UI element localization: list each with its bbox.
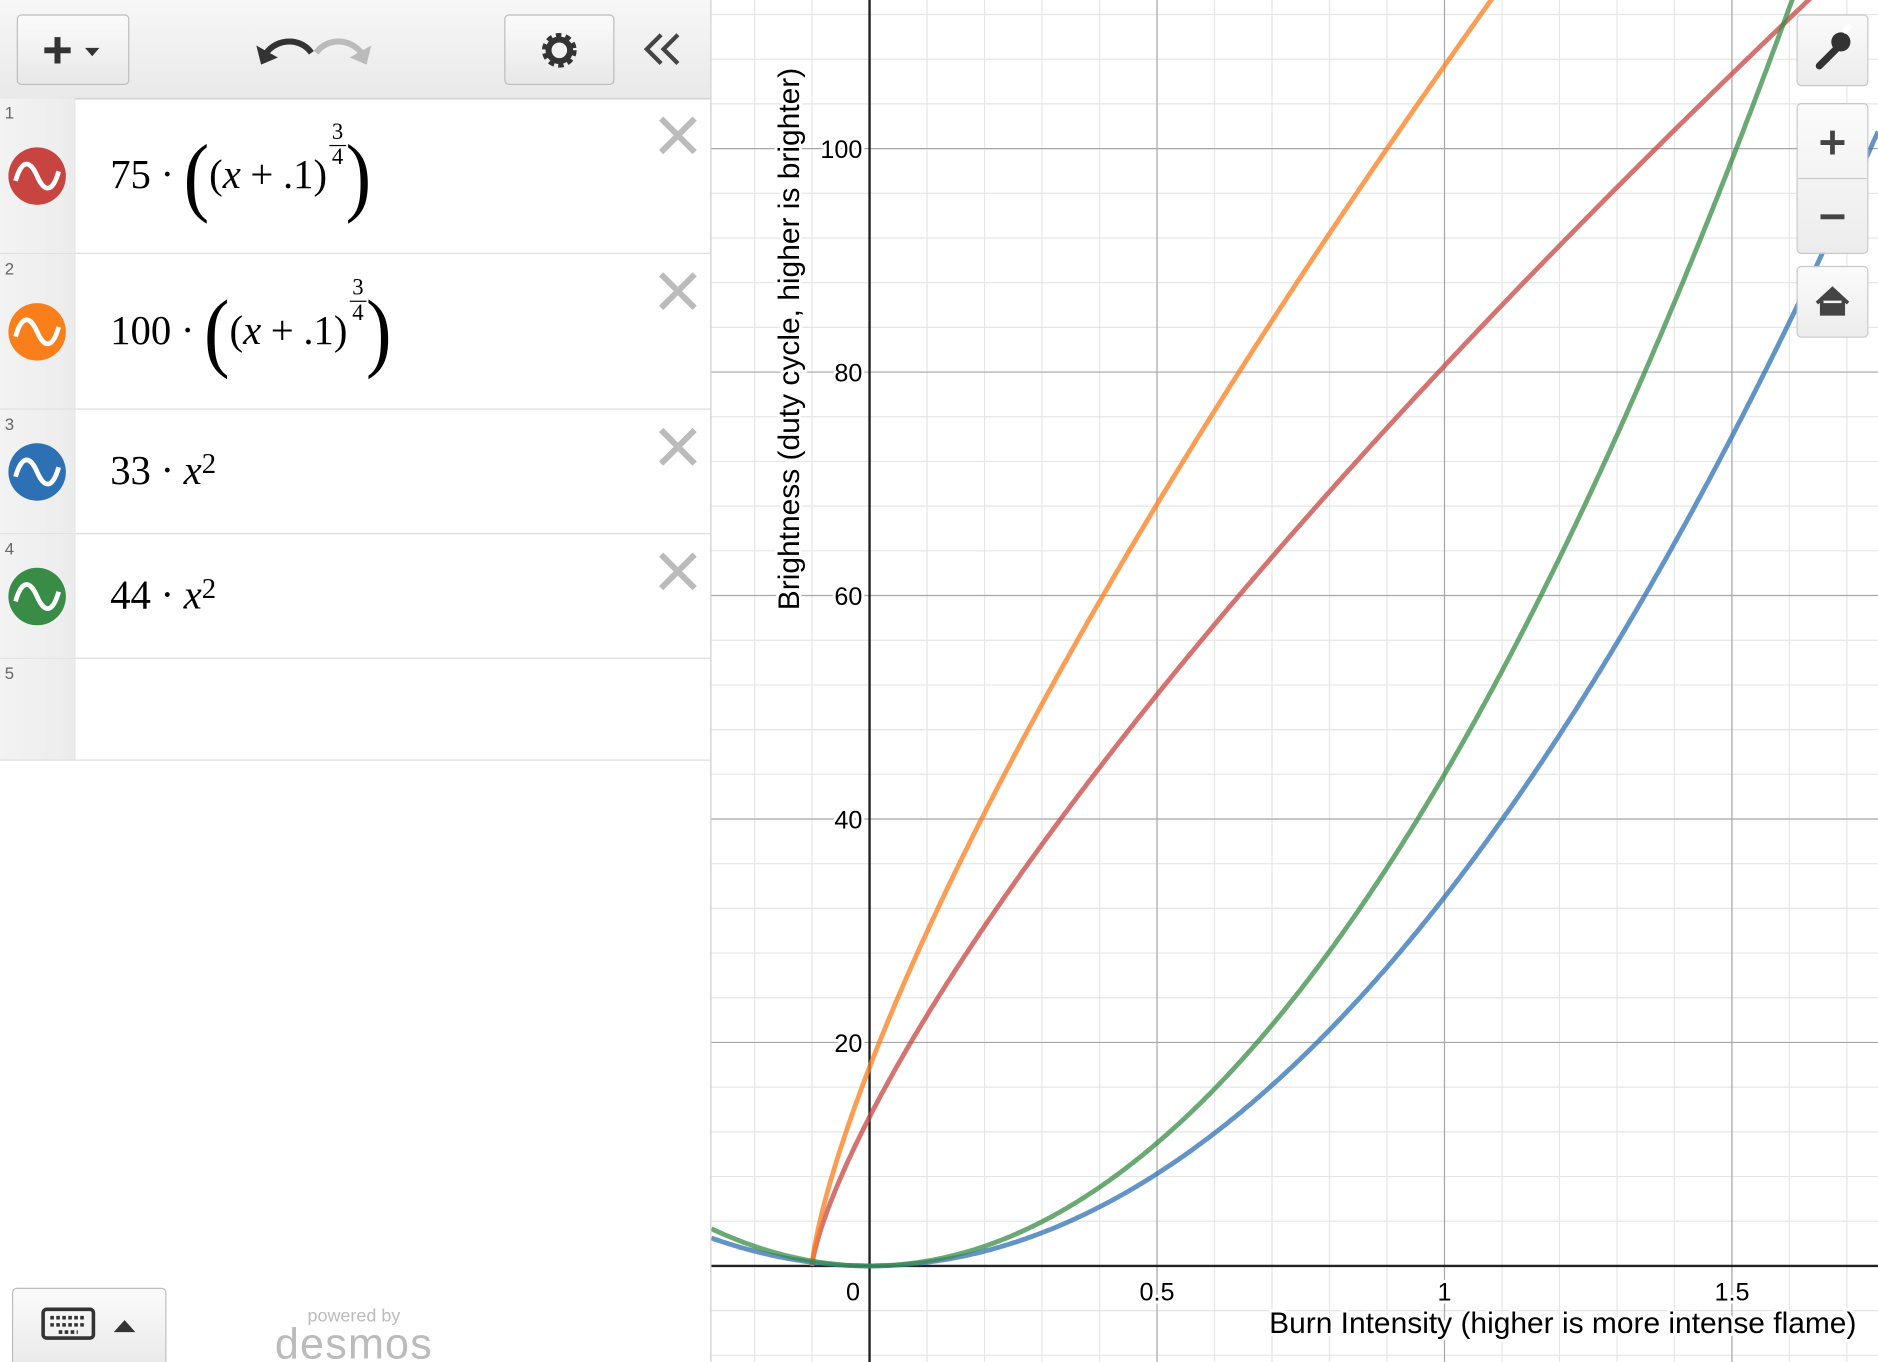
paren: ) bbox=[313, 153, 328, 198]
numerator: 3 bbox=[349, 276, 366, 302]
numerator: 3 bbox=[329, 120, 346, 146]
icon-wave bbox=[13, 582, 61, 611]
delete-icon bbox=[659, 116, 697, 155]
y-tick-label: 20 bbox=[834, 1030, 862, 1058]
delete-button[interactable] bbox=[658, 426, 699, 467]
y-tick-label: 40 bbox=[834, 807, 862, 835]
gear-icon bbox=[541, 32, 577, 68]
icon-wave bbox=[13, 317, 61, 347]
paren: ( bbox=[209, 153, 223, 198]
wrench-icon bbox=[1815, 23, 1853, 70]
coefficient: 75 bbox=[110, 153, 151, 198]
variable: x bbox=[222, 153, 241, 198]
expression: 33 · x 2 bbox=[110, 410, 216, 535]
denominator: 4 bbox=[352, 300, 364, 326]
home-icon bbox=[1815, 286, 1850, 316]
curve bbox=[711, 0, 1795, 1269]
background bbox=[711, 0, 1878, 1362]
icon-wave bbox=[13, 161, 61, 191]
delete-icon bbox=[659, 427, 697, 466]
y-tick-label: 60 bbox=[834, 583, 862, 611]
expression-row: 4 44 · x 2 bbox=[0, 534, 711, 659]
y-tick-label: 100 bbox=[820, 136, 862, 164]
toolbar bbox=[0, 0, 711, 100]
add-icon bbox=[44, 37, 100, 64]
curve bbox=[809, 0, 1495, 1267]
variable: x bbox=[183, 573, 202, 619]
zoom-icons[interactable] bbox=[1797, 104, 1868, 253]
settings-button[interactable] bbox=[504, 14, 615, 86]
times: · bbox=[180, 309, 195, 354]
big-paren: ( bbox=[204, 282, 230, 381]
zoom-controls bbox=[1796, 103, 1869, 254]
home-button[interactable] bbox=[1796, 265, 1869, 338]
row-number: 2 bbox=[4, 258, 15, 278]
curve bbox=[809, 0, 1813, 1267]
y-axis-label: Brightness (duty cycle, higher is bright… bbox=[773, 68, 806, 610]
x-tick-label: 1.5 bbox=[1714, 1279, 1749, 1307]
keyboard-icon bbox=[41, 1307, 136, 1340]
x-tick-label: 0.5 bbox=[1140, 1279, 1175, 1307]
exponent: 2 bbox=[201, 573, 217, 605]
big-paren: ) bbox=[345, 126, 372, 225]
plus: + bbox=[250, 153, 274, 198]
x-tick-label: 0 bbox=[846, 1279, 860, 1307]
coefficient: 44 bbox=[110, 573, 151, 619]
times: · bbox=[160, 573, 175, 619]
undo-redo[interactable] bbox=[254, 29, 374, 72]
powered-by: powered by bbox=[307, 1305, 401, 1327]
color-icon[interactable] bbox=[6, 145, 68, 207]
row-number: 4 bbox=[4, 539, 15, 559]
expression-row: 2 100 ·((x + .1) 3 4) bbox=[0, 253, 711, 410]
delete-button[interactable] bbox=[658, 115, 699, 156]
times: · bbox=[160, 449, 175, 494]
row-number: 5 bbox=[4, 663, 15, 683]
coefficient: 100 bbox=[110, 309, 172, 354]
color-icon[interactable] bbox=[6, 301, 68, 363]
times: · bbox=[160, 153, 175, 198]
shift: .1 bbox=[303, 309, 334, 354]
delete-button[interactable] bbox=[658, 271, 699, 312]
expression-panel: 1 75 ·((x + .1) 3 4) 2 100 ·((x + .1) 3 4) 3 33 · x 2 4 44 · x… bbox=[0, 0, 712, 1362]
plus: + bbox=[270, 309, 294, 354]
collapse-button[interactable] bbox=[642, 31, 683, 67]
gutter bbox=[0, 658, 76, 760]
expression: 44 · x 2 bbox=[110, 534, 216, 659]
add-button[interactable] bbox=[16, 14, 130, 86]
graph-paper: 0 0.5 1 1.5 20 40 60 80 100 Brightness (duty cycl… bbox=[711, 0, 1878, 1362]
logo: desmos bbox=[274, 1318, 434, 1362]
branding: powered by desmos bbox=[273, 1306, 435, 1362]
delete-icon bbox=[659, 272, 697, 310]
delete-button[interactable] bbox=[658, 551, 699, 592]
paren: ) bbox=[333, 309, 348, 354]
delete-icon bbox=[659, 552, 697, 591]
x-axis-label: Burn Intensity (higher is more intense f… bbox=[1269, 1307, 1856, 1340]
expression-row: 5 bbox=[0, 658, 711, 761]
big-paren: ) bbox=[365, 282, 392, 381]
coefficient: 33 bbox=[110, 449, 151, 494]
icon-wave bbox=[13, 457, 61, 487]
row-number: 1 bbox=[4, 103, 15, 123]
paren: ( bbox=[229, 309, 244, 354]
variable: x bbox=[243, 309, 262, 354]
color-icon[interactable] bbox=[6, 565, 68, 627]
x-tick-label: 1 bbox=[1437, 1279, 1451, 1307]
keyboard-button[interactable] bbox=[11, 1287, 167, 1362]
exponent: 2 bbox=[201, 448, 217, 480]
variable: x bbox=[183, 449, 202, 494]
expression: 100 ·((x + .1) 3 4) bbox=[110, 254, 391, 410]
expression-row: 3 33 · x 2 bbox=[0, 409, 711, 535]
big-paren: ( bbox=[183, 126, 210, 225]
expression: 75 ·((x + .1) 3 4) bbox=[110, 98, 371, 254]
shift: .1 bbox=[282, 153, 314, 198]
y-tick-label: 80 bbox=[834, 360, 862, 388]
denominator: 4 bbox=[331, 144, 344, 170]
color-icon[interactable] bbox=[6, 441, 68, 503]
expression-row: 1 75 ·((x + .1) 3 4) bbox=[0, 98, 711, 254]
graph-settings[interactable] bbox=[1796, 14, 1869, 87]
row-number: 3 bbox=[4, 414, 15, 434]
